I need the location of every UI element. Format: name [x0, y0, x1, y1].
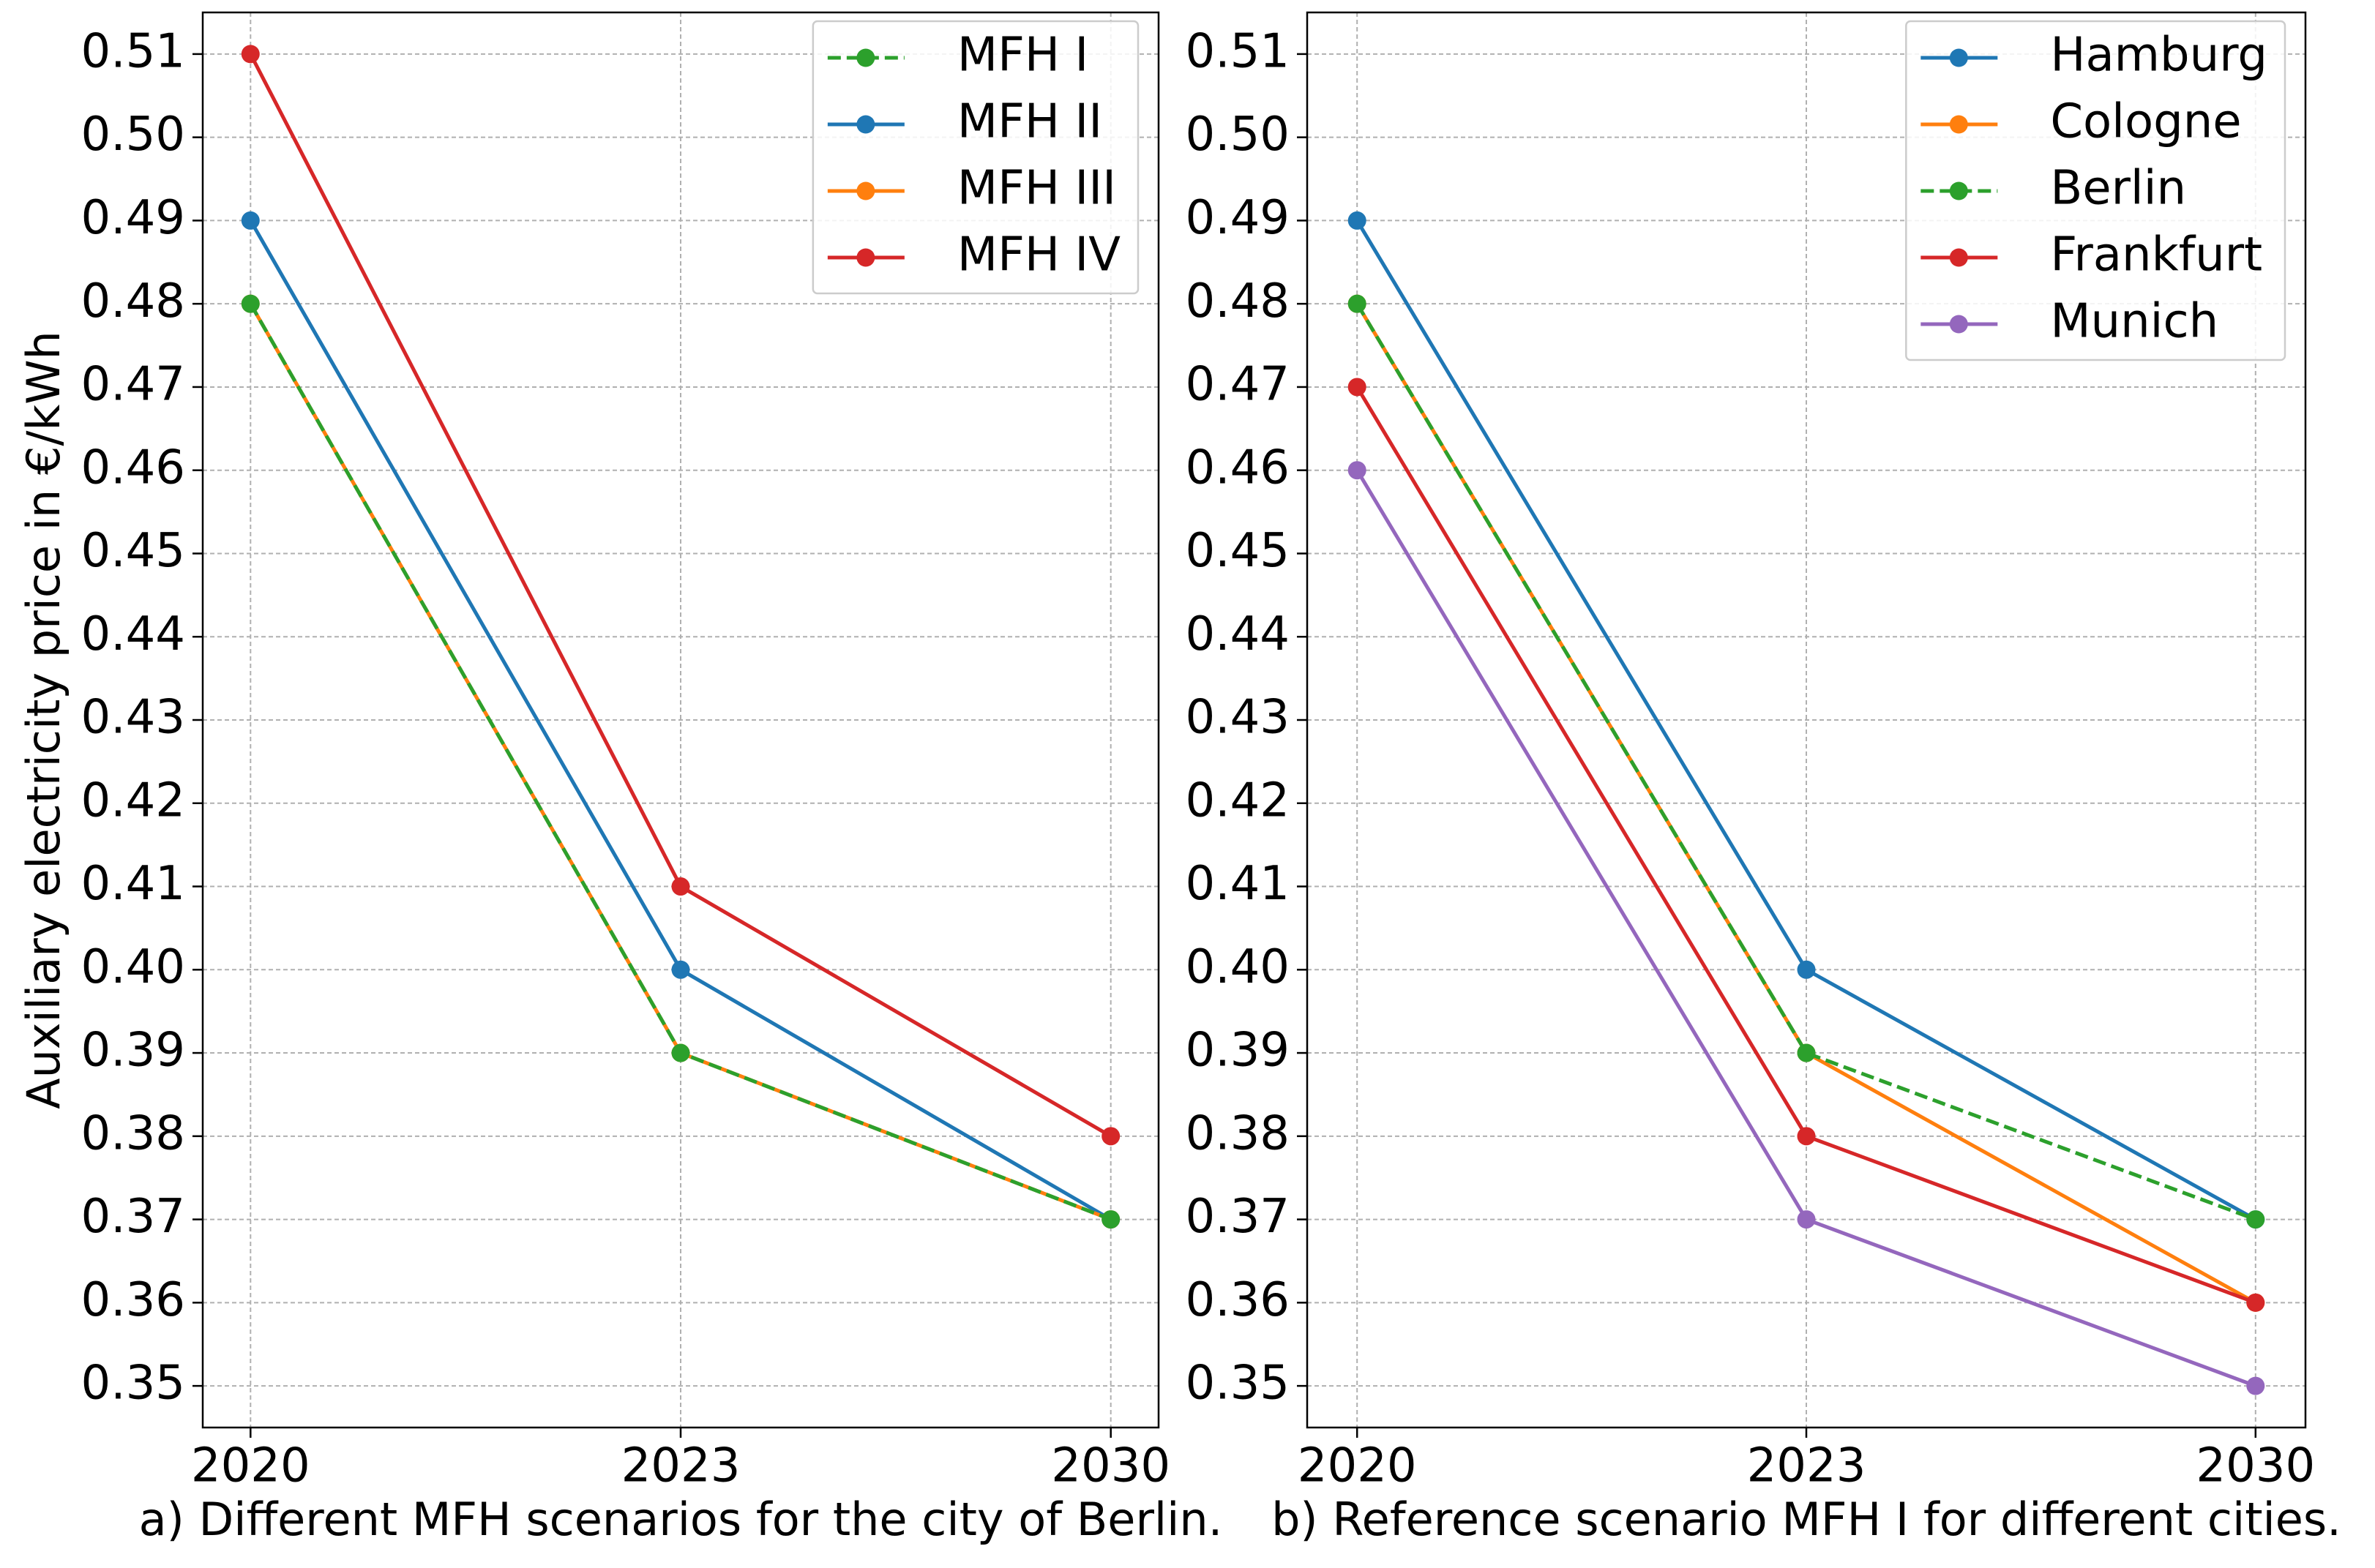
y-tick-label: 0.36 — [1186, 1273, 1290, 1327]
y-tick-label: 0.41 — [1186, 857, 1290, 911]
y-tick-label: 0.38 — [1186, 1106, 1290, 1160]
y-axis-label: Auxiliary electricity price in €/kWh — [17, 331, 70, 1109]
chart-panel: 0.35 0.36 0.37 0.38 0.39 0.40 0.41 0.42 0.43 0.44… — [1186, 11, 2341, 1546]
y-tick-label: 0.43 — [81, 691, 186, 745]
legend-box — [812, 20, 1140, 295]
marker — [1347, 378, 1366, 397]
y-tick-label: 0.50 — [81, 108, 186, 162]
legend-label: Frankfurt — [2050, 228, 2262, 282]
x-axis-label: b) Reference scenario MFH I for differen… — [1271, 1493, 2341, 1546]
legend: Hamburg Cologne Berlin Frankfurt Munich — [1905, 20, 2286, 361]
legend-label: Cologne — [2050, 95, 2241, 149]
y-tick-label: 0.44 — [81, 607, 186, 661]
legend-label: MFH I — [957, 29, 1088, 83]
y-tick-label: 0.45 — [81, 524, 186, 578]
y-tick-label: 0.48 — [1186, 274, 1290, 329]
legend-label: MFH III — [957, 162, 1116, 216]
y-tick-label: 0.40 — [81, 940, 186, 994]
legend-marker — [856, 48, 875, 67]
series — [241, 45, 1121, 1146]
marker — [1797, 1043, 1816, 1062]
y-tick-label: 0.42 — [1186, 773, 1290, 828]
y-tick-label: 0.36 — [81, 1273, 186, 1327]
y-tick-label: 0.37 — [81, 1190, 186, 1244]
y-tick-label: 0.44 — [1186, 607, 1290, 661]
y-tick-label: 0.51 — [81, 24, 186, 78]
marker — [1347, 461, 1366, 480]
marker — [241, 211, 260, 230]
x-tick-label: 2030 — [2196, 1439, 2315, 1493]
legend: MFH I MFH II MFH III MFH IV — [812, 20, 1140, 295]
marker — [1797, 1210, 1816, 1229]
marker — [671, 877, 690, 896]
legend-marker — [1949, 181, 1968, 200]
marker — [671, 960, 690, 979]
x-tick-label: 2030 — [1051, 1439, 1170, 1493]
marker — [2246, 1376, 2265, 1395]
marker — [1347, 211, 1366, 230]
legend-marker — [1949, 248, 1968, 267]
series — [1347, 378, 2265, 1312]
y-tick-label: 0.42 — [81, 773, 186, 828]
chart-panel: 0.35 0.36 0.37 0.38 0.39 0.40 0.41 0.42 0.43 0.44… — [17, 11, 1223, 1546]
y-tick-label: 0.39 — [1186, 1024, 1290, 1078]
marker — [1102, 1127, 1121, 1146]
y-tick-label: 0.49 — [81, 191, 186, 245]
y-tick-label: 0.46 — [1186, 440, 1290, 495]
legend-label: MFH IV — [957, 228, 1121, 282]
y-tick-label: 0.38 — [81, 1106, 186, 1160]
y-tick-label: 0.35 — [1186, 1357, 1290, 1411]
x-tick-label: 2023 — [621, 1439, 741, 1493]
x-axis-label: a) Different MFH scenarios for the city … — [139, 1493, 1223, 1546]
marker — [1102, 1210, 1121, 1229]
series — [241, 294, 1121, 1229]
y-tick-label: 0.37 — [1186, 1190, 1290, 1244]
marker — [2246, 1210, 2265, 1229]
series — [1347, 461, 2265, 1395]
y-tick-label: 0.50 — [1186, 108, 1290, 162]
plot-frame — [1306, 11, 2307, 1429]
y-tick-label: 0.39 — [81, 1024, 186, 1078]
legend-label: Munich — [2050, 295, 2218, 349]
y-tick-label: 0.47 — [1186, 358, 1290, 412]
y-tick-label: 0.51 — [1186, 24, 1290, 78]
y-tick-label: 0.35 — [81, 1357, 186, 1411]
marker — [241, 294, 260, 313]
y-tick-label: 0.43 — [1186, 691, 1290, 745]
legend-marker — [856, 115, 875, 134]
legend-marker — [1949, 48, 1968, 67]
legend-box — [1905, 20, 2286, 361]
plot-frame — [201, 11, 1160, 1429]
y-tick-label: 0.40 — [1186, 940, 1290, 994]
y-tick-label: 0.41 — [81, 857, 186, 911]
y-tick-label: 0.48 — [81, 274, 186, 329]
legend-marker — [856, 248, 875, 267]
marker — [241, 45, 260, 64]
series — [1347, 294, 2265, 1229]
marker — [1797, 960, 1816, 979]
x-tick-label: 2020 — [1298, 1439, 1417, 1493]
legend-label: Hamburg — [2050, 29, 2267, 83]
marker — [1347, 294, 1366, 313]
y-tick-label: 0.46 — [81, 440, 186, 495]
y-tick-label: 0.45 — [1186, 524, 1290, 578]
legend-label: MFH II — [957, 95, 1102, 149]
x-tick-label: 2023 — [1747, 1439, 1866, 1493]
y-tick-label: 0.47 — [81, 358, 186, 412]
y-tick-label: 0.49 — [1186, 191, 1290, 245]
legend-marker — [856, 181, 875, 200]
marker — [671, 1043, 690, 1062]
marker — [1797, 1127, 1816, 1146]
series-line — [1355, 302, 2256, 1221]
x-tick-label: 2020 — [191, 1439, 310, 1493]
legend-label: Berlin — [2050, 162, 2186, 216]
legend-marker — [1949, 115, 1968, 134]
marker — [2246, 1293, 2265, 1312]
legend-marker — [1949, 315, 1968, 334]
